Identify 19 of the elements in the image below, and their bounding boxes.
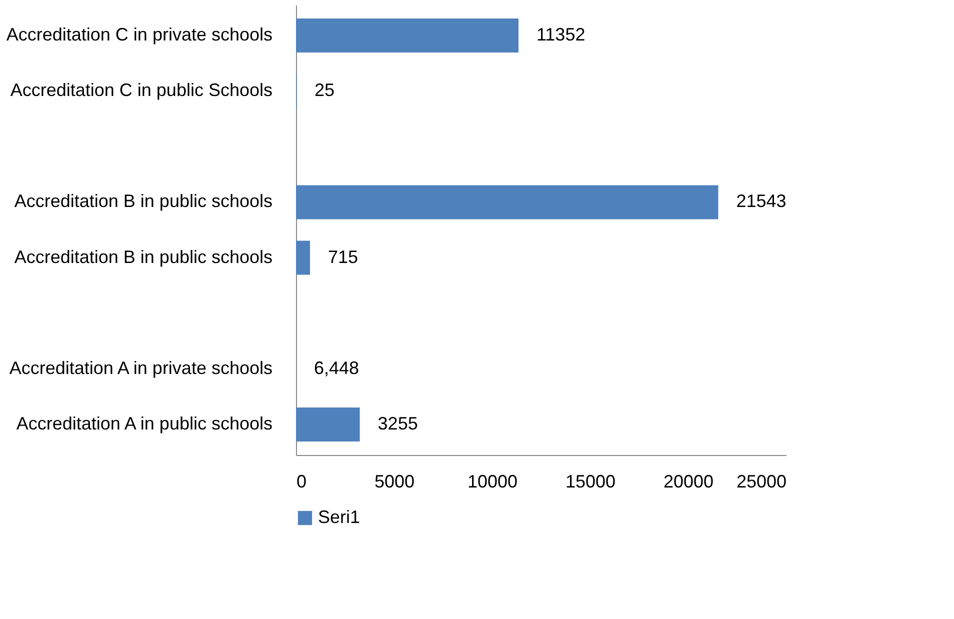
y-tick-label: Accreditation A in public schools bbox=[16, 413, 272, 434]
text: 715 bbox=[328, 246, 358, 267]
y-tick-label: Accreditation B in public schools bbox=[14, 246, 272, 267]
text: 6,448 bbox=[314, 358, 360, 378]
y-tick-label: Accreditation B in public schools bbox=[14, 191, 272, 212]
text: 25 bbox=[314, 80, 335, 100]
x-tick-label: 25000 bbox=[736, 472, 786, 492]
x-tick-label: 0 bbox=[296, 472, 307, 492]
x-tick-label: 20000 bbox=[663, 472, 714, 492]
x-tick-label: 10000 bbox=[467, 472, 518, 492]
x-tick-label: 5000 bbox=[374, 472, 415, 492]
y-tick-label: Accreditation A in private schools bbox=[9, 358, 272, 378]
text: 3255 bbox=[378, 413, 418, 434]
x-tick-label: 15000 bbox=[565, 472, 616, 492]
legend-label: Seri1 bbox=[318, 507, 360, 527]
text: 11352 bbox=[536, 24, 586, 45]
y-tick-label: Accreditation C in private schools bbox=[6, 24, 272, 45]
text: 21543 bbox=[736, 191, 786, 212]
y-tick-label: Accreditation C in public Schools bbox=[10, 80, 272, 100]
